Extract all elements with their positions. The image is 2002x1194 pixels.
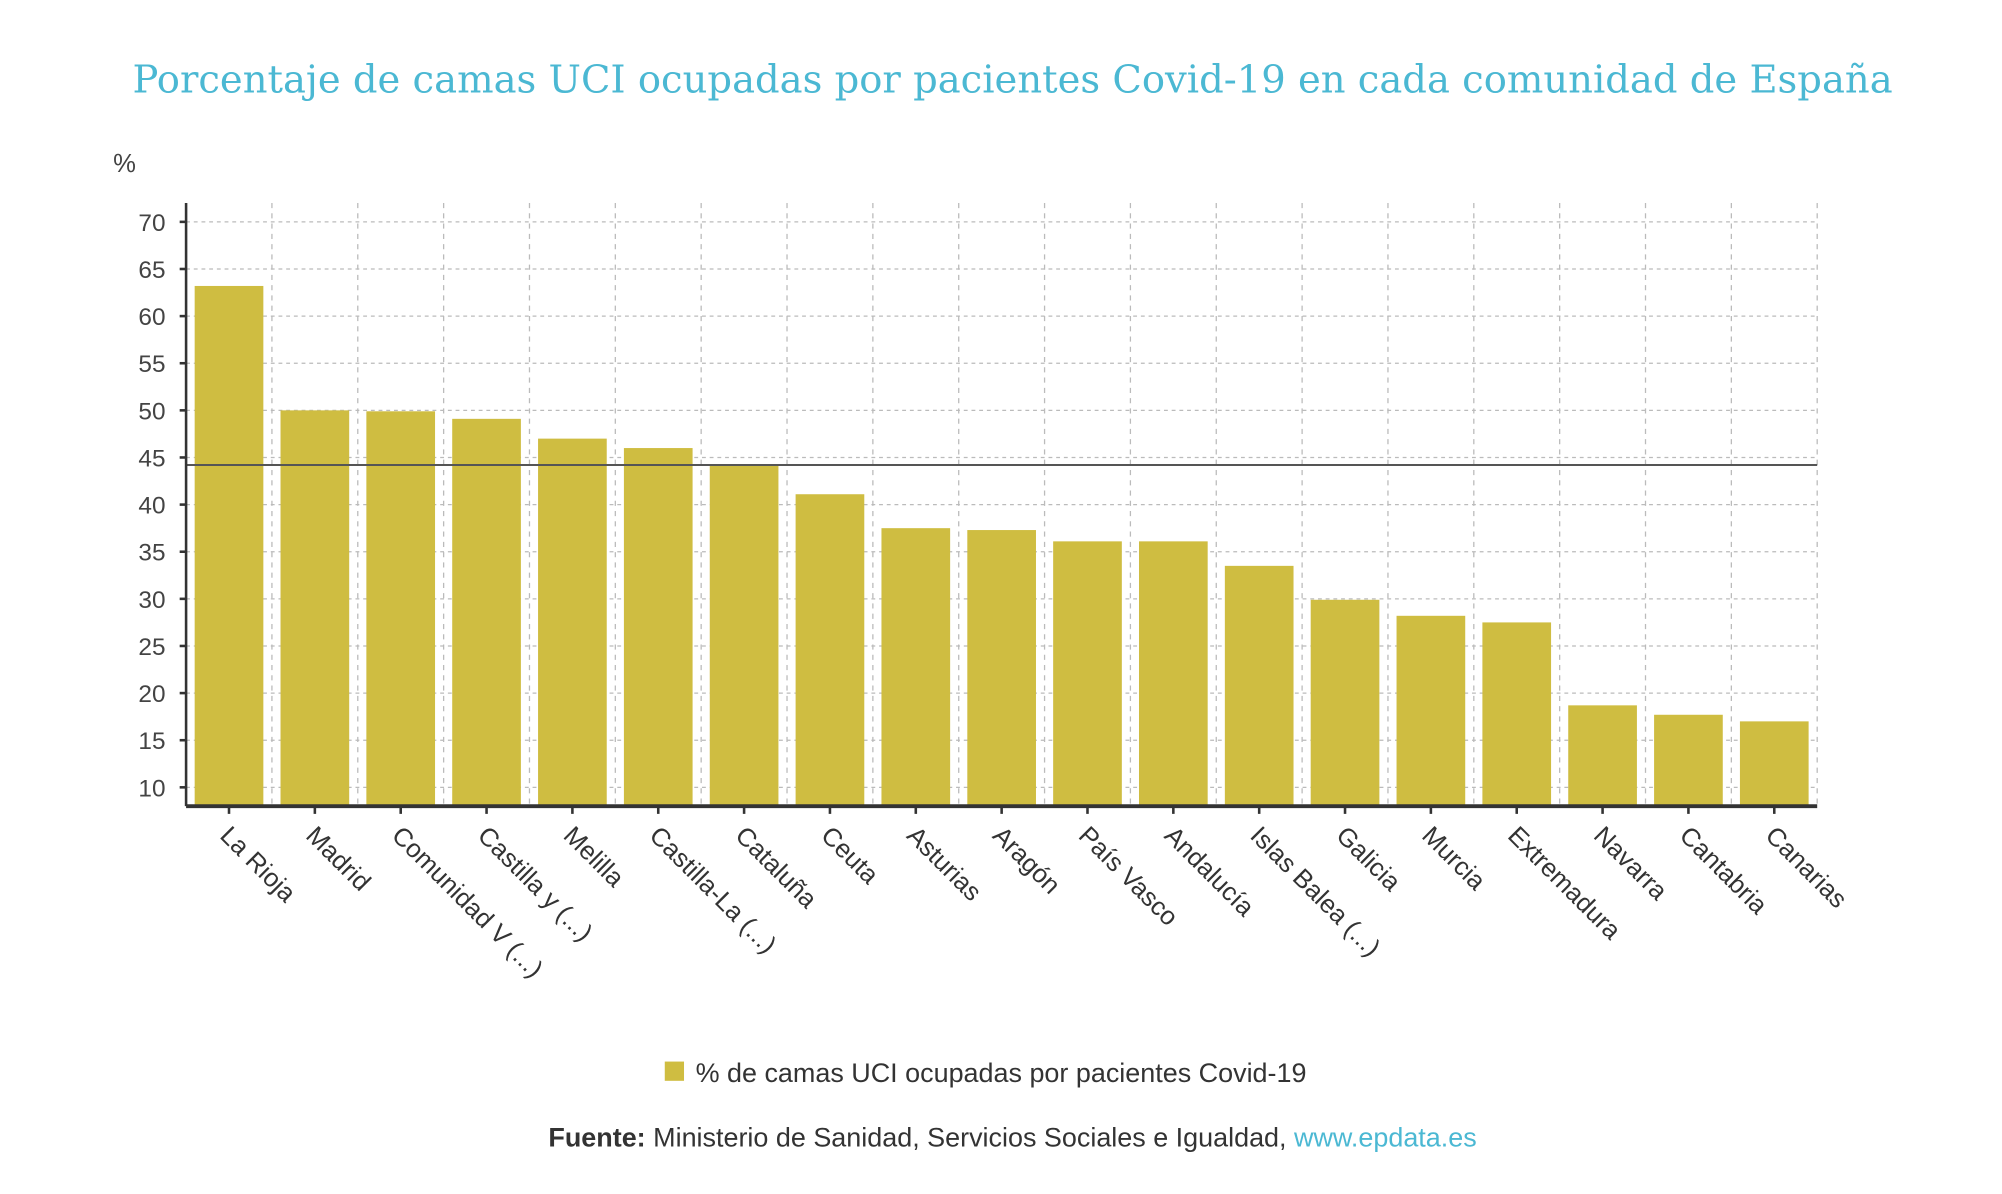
y-tick-label: 25 (138, 634, 165, 661)
y-tick-label: 10 (138, 775, 165, 802)
bar (280, 410, 350, 807)
bar (1482, 622, 1552, 807)
x-tick-label: Navarra (1588, 821, 1673, 906)
source-label: Fuente: (548, 1122, 645, 1152)
x-tick-label: Asturias (901, 821, 986, 906)
y-tick-label: 50 (138, 398, 165, 425)
bar (1138, 541, 1208, 807)
bar (795, 494, 865, 807)
axes (179, 203, 1818, 814)
source-text: Ministerio de Sanidad, Servicios Sociale… (646, 1122, 1294, 1152)
x-tick-label: Murcia (1416, 821, 1491, 896)
y-tick-label: 15 (138, 728, 165, 755)
x-tick-label: Cantabria (1674, 821, 1773, 920)
y-tick-label: 65 (138, 257, 165, 284)
bar (1568, 705, 1637, 807)
legend-label: % de camas UCI ocupadas por pacientes Co… (696, 1058, 1307, 1088)
bar (1310, 599, 1380, 807)
bar (967, 530, 1036, 807)
y-tick-label: 40 (138, 493, 165, 520)
source-link[interactable]: www.epdata.es (1293, 1122, 1477, 1152)
bar (194, 285, 264, 807)
x-tick-label: Comunidad V (...) (386, 821, 548, 983)
y-tick-label: 20 (138, 681, 165, 708)
bar (881, 528, 951, 807)
y-tick-label: 35 (138, 540, 165, 567)
bar (1053, 541, 1122, 807)
x-tick-label: Melilla (558, 821, 630, 893)
y-tick-label: 45 (138, 445, 165, 472)
bar (366, 411, 436, 807)
x-tick-label: Galicia (1331, 821, 1407, 897)
source-note: Fuente: Ministerio de Sanidad, Servicios… (548, 1122, 1476, 1152)
bar (1396, 615, 1466, 807)
y-axis-label: % (113, 150, 136, 178)
bar (1739, 721, 1809, 807)
x-tick-label: Madrid (300, 821, 375, 896)
bar (709, 465, 779, 807)
bar (623, 448, 693, 807)
x-tick-label: Ceuta (815, 821, 884, 890)
bar (1654, 714, 1723, 807)
bar (538, 438, 607, 807)
bar (452, 418, 521, 807)
x-tick-label: La Rioja (214, 821, 301, 908)
bar (1224, 565, 1294, 807)
bars (194, 285, 1809, 807)
legend-swatch (664, 1061, 685, 1081)
y-tick-label: 60 (138, 304, 165, 331)
y-tick-label: 55 (138, 351, 165, 378)
legend[interactable]: % de camas UCI ocupadas por pacientes Co… (664, 1058, 1307, 1088)
y-tick-label: 70 (138, 210, 165, 237)
y-tick-label: 30 (138, 587, 165, 614)
x-tick-label: Aragón (987, 821, 1065, 899)
x-tick-label: Canarias (1760, 821, 1852, 913)
chart-title: Porcentaje de camas UCI ocupadas por pac… (132, 58, 1892, 103)
